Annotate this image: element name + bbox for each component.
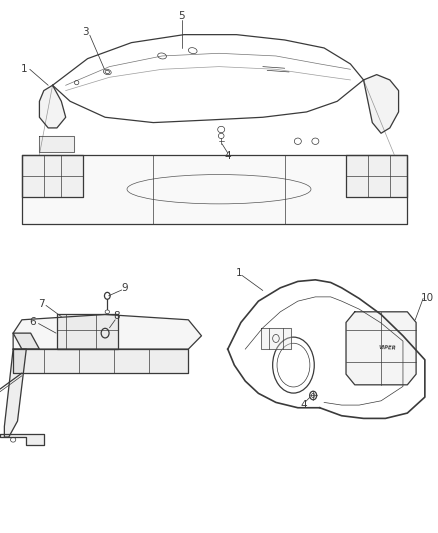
Text: 9: 9 [121,283,128,293]
Polygon shape [22,155,83,197]
Polygon shape [57,314,118,349]
Polygon shape [39,85,66,128]
Text: 4: 4 [300,400,307,410]
Text: 6: 6 [29,318,36,327]
Polygon shape [364,75,399,133]
Polygon shape [0,434,44,445]
Text: 7: 7 [38,299,45,309]
Polygon shape [13,349,188,373]
Polygon shape [346,155,407,197]
Text: 1: 1 [235,268,242,278]
Polygon shape [39,136,74,152]
Text: 5: 5 [178,11,185,21]
Text: 8: 8 [113,311,120,320]
Text: 1: 1 [21,64,28,74]
Polygon shape [22,155,407,224]
Polygon shape [13,333,39,349]
Polygon shape [261,328,291,349]
Text: VIPER: VIPER [379,345,396,351]
Text: 3: 3 [82,27,89,37]
Polygon shape [13,314,201,349]
Text: 4: 4 [224,151,231,160]
Text: 10: 10 [420,294,434,303]
Polygon shape [4,349,26,437]
Polygon shape [346,312,416,385]
